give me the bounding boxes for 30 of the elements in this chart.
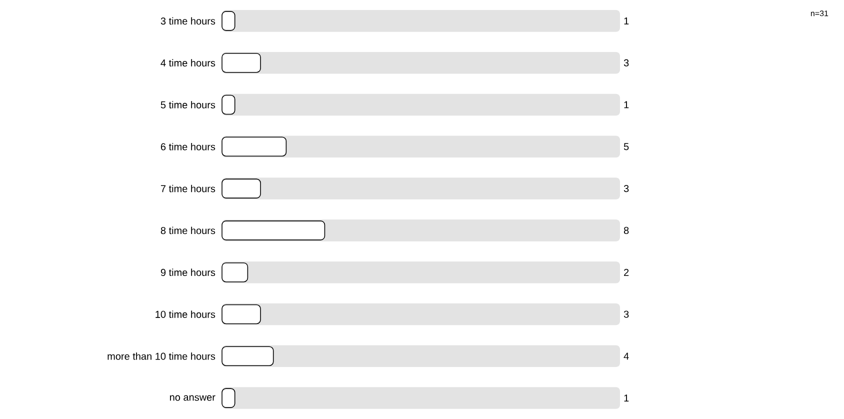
bar (222, 388, 236, 408)
y-tick-label: more than 10 time hours (108, 352, 216, 360)
bar (222, 346, 274, 366)
y-tick-label: 9 time hours (160, 268, 216, 276)
data-label: 1 (624, 101, 629, 108)
data-label: 8 (624, 226, 629, 234)
bar (222, 94, 236, 115)
bar (222, 136, 287, 157)
data-label: 3 (624, 310, 629, 318)
y-tick-label: 3 time hours (160, 17, 216, 25)
y-tick-label: 4 time hours (160, 59, 216, 67)
data-label: 1 (624, 394, 629, 402)
data-label: 4 (624, 352, 629, 360)
text: n=31 (810, 10, 828, 16)
data-label: 1 (624, 17, 629, 24)
data-label: 5 (624, 143, 629, 150)
data-label: 3 (624, 59, 629, 66)
bar (222, 178, 261, 198)
y-tick-label: 5 time hours (160, 101, 216, 108)
y-tick-label: 8 time hours (160, 226, 216, 234)
data-label: 2 (624, 268, 629, 276)
bar (222, 52, 261, 73)
bar (222, 262, 248, 282)
y-tick-label: no answer (170, 395, 216, 401)
y-tick-label: 10 time hours (156, 310, 216, 318)
data-label: 3 (624, 185, 629, 192)
y-tick-label: 6 time hours (160, 142, 216, 150)
y-tick-label: 7 time hours (160, 184, 216, 192)
bar (222, 220, 326, 240)
bar (222, 304, 261, 324)
